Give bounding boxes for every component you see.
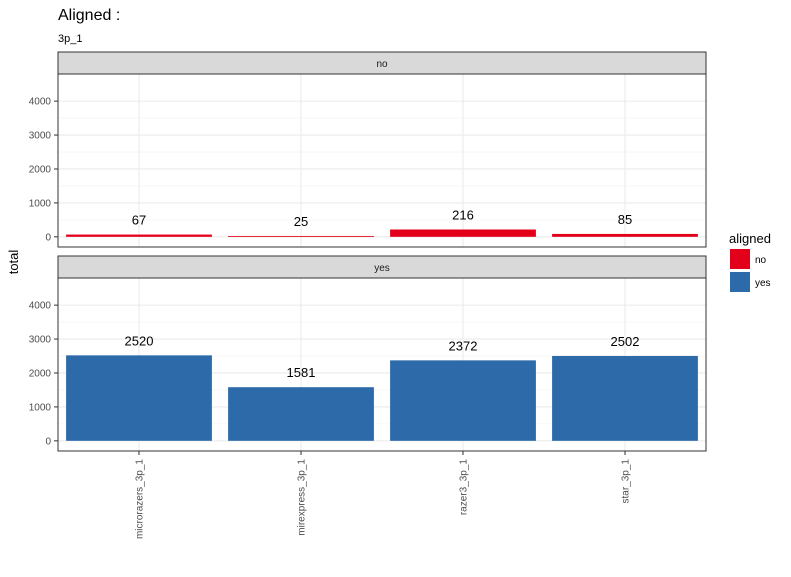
data-label: 2502 [611, 334, 640, 349]
y-axis-label: total [6, 250, 21, 275]
bar-yes-star_3p_1 [552, 355, 698, 441]
y-tick-label: 0 [45, 232, 51, 243]
x-tick-label: mirexpress_3p_1 [297, 459, 308, 536]
data-label: 2372 [449, 338, 478, 353]
bar-yes-microrazers_3p_1 [66, 355, 212, 441]
legend: aligned no yes [729, 231, 771, 292]
panel-border [57, 73, 707, 248]
data-label: 25 [294, 214, 308, 229]
bar-no-star_3p_1 [552, 233, 698, 237]
legend-label: yes [755, 278, 771, 289]
panel-border [57, 277, 707, 452]
data-label: 85 [618, 212, 632, 227]
y-tick-label: 3000 [29, 131, 52, 142]
y-tick-label: 3000 [29, 335, 52, 346]
y-tick-label: 2000 [29, 368, 52, 379]
data-label: 216 [452, 207, 474, 222]
facet-strip-label: yes [374, 263, 390, 274]
bar-no-microrazers_3p_1 [66, 234, 212, 237]
chart-subtitle: 3p_1 [58, 33, 82, 45]
facet-panel-yes: yes 2520 1581 2372 2502 0 1000 2000 3000 4000 [29, 255, 707, 452]
legend-key-yes [730, 272, 750, 292]
bar-no-razer3_3p_1 [390, 229, 536, 237]
panels: no 67 25 216 85 0 1000 2000 3000 4000 yes 2520 1581 2… [29, 51, 707, 452]
chart-title: Aligned : [58, 7, 120, 24]
y-tick-label: 4000 [29, 97, 52, 108]
facet-strip-label: no [376, 59, 388, 70]
y-tick-label: 4000 [29, 301, 52, 312]
x-tick-label: microrazers_3p_1 [135, 459, 146, 539]
bar-yes-mirexpress_3p_1 [228, 387, 374, 441]
legend-key-no [730, 249, 750, 269]
y-tick-label: 1000 [29, 198, 52, 209]
x-axis: microrazers_3p_1 mirexpress_3p_1 razer3_3p… [135, 451, 632, 539]
y-tick-label: 2000 [29, 164, 52, 175]
legend-label: no [755, 255, 767, 266]
bar-no-mirexpress_3p_1 [228, 235, 374, 237]
panel-background [58, 74, 706, 247]
data-label: 67 [132, 213, 146, 228]
x-tick-label: razer3_3p_1 [459, 459, 470, 516]
y-tick-label: 0 [45, 436, 51, 447]
data-label: 1581 [287, 365, 316, 380]
data-label: 2520 [125, 333, 154, 348]
facet-panel-no: no 67 25 216 85 0 1000 2000 3000 4000 [29, 51, 707, 248]
y-tick-label: 1000 [29, 402, 52, 413]
legend-title: aligned [729, 231, 771, 246]
x-tick-label: star_3p_1 [621, 459, 632, 504]
bar-yes-razer3_3p_1 [390, 360, 536, 441]
